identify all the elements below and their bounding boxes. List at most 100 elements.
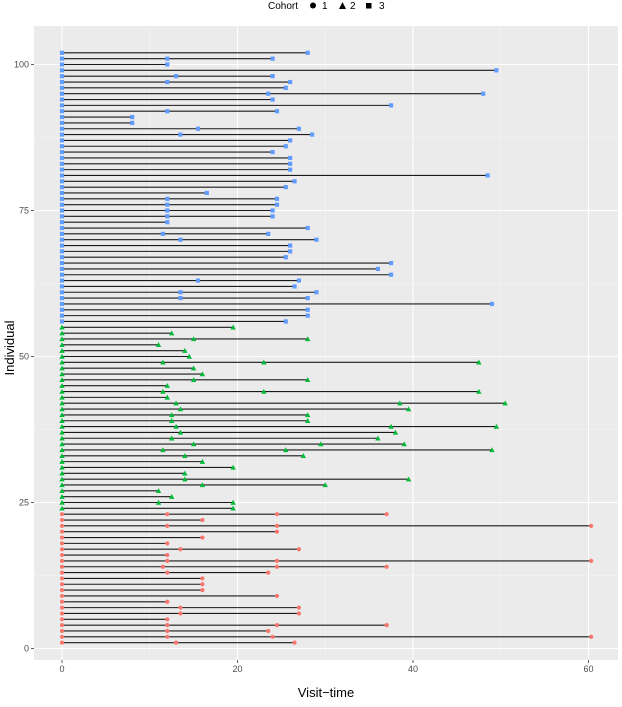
individual-60-visit-marker [305,296,310,301]
individual-23-visit-marker [384,512,389,517]
individual-67-visit-marker [59,255,65,260]
grid-minor [34,26,618,660]
individual-73-visit-marker [59,220,65,225]
individual-19-visit-marker [59,535,65,540]
individual-8-visit-marker [165,599,170,604]
individual-8-visit-marker [59,599,65,604]
individual-21-visit-marker [165,523,170,528]
individual-64-visit-marker [388,272,394,277]
individual-83-visit-marker [59,161,65,166]
individual-54-visit-marker [59,330,65,336]
individual-100-visit-marker [59,62,65,67]
individual-70-visit-marker [59,237,65,242]
legend-label-1: 1 [322,1,328,12]
individual-17-visit-marker [296,547,302,552]
visit-markers [59,50,594,645]
individual-32-visit-marker [199,458,206,464]
individual-36-visit-marker [375,435,381,441]
individual-41-visit-marker [177,406,184,412]
x-axis-title: Visit−time [298,685,354,700]
individual-51-visit-marker [182,347,188,353]
individual-39-visit-marker [168,418,175,423]
individual-44-visit-marker [261,388,267,394]
individual-77-visit-marker [59,196,65,201]
individual-70-visit-marker [314,237,319,242]
individual-53-visit-marker [305,336,311,342]
individual-25-visit-marker [230,499,236,505]
individual-50-visit-marker [59,353,65,359]
individual-89-visit-marker [59,126,65,131]
individual-45-visit-marker [164,383,170,388]
individual-88-visit-marker [178,132,183,137]
individual-76-visit-marker [165,202,170,207]
individual-88-visit-marker [309,132,315,137]
individual-101-visit-marker [270,56,275,61]
individual-100-visit-marker [165,62,170,67]
individual-91-visit-marker [130,114,135,120]
individual-12-visit-marker [59,576,65,581]
individual-4-visit-marker [59,623,65,628]
individual-5-visit-marker [165,617,170,622]
individual-31-visit-marker [59,464,65,470]
individual-2-visit-marker [165,634,170,639]
x-tick-label: 0 [59,664,64,674]
individual-58-visit-marker [305,307,310,312]
individual-95-visit-marker [481,91,486,96]
individual-15-visit-marker [165,558,170,564]
individual-20-visit-marker [59,529,65,534]
individual-97-visit-marker [288,79,293,85]
individual-98-visit-marker [173,74,179,79]
individual-4-visit-marker [384,623,389,628]
individual-32-visit-marker [59,458,65,464]
individual-21-visit-marker [589,523,594,528]
individual-74-visit-marker [165,214,170,219]
individual-88-visit-marker [59,132,65,137]
individual-99-visit-marker [494,68,499,73]
individual-102-visit-marker [305,50,310,55]
individual-49-visit-marker [261,359,267,365]
individual-42-visit-marker [502,400,508,406]
individual-23-visit-marker [274,512,280,517]
individual-65-visit-marker [375,266,380,271]
individual-44-visit-marker [476,388,482,394]
individual-37-visit-marker [59,429,65,435]
individual-75-visit-marker [59,208,65,213]
visit-segments [62,52,592,644]
individual-11-visit-marker [59,582,65,587]
individual-79-visit-marker [59,185,65,190]
individual-42-visit-marker [173,400,179,406]
individual-15-visit-marker [274,558,280,564]
individual-26-visit-marker [59,493,65,499]
individual-65-visit-marker [59,266,65,271]
individual-15-visit-marker [589,558,594,564]
individual-57-visit-marker [59,313,65,318]
individual-53-visit-marker [190,336,197,342]
individual-71-visit-marker [59,231,65,236]
individual-94-visit-marker [270,97,275,102]
individual-55-visit-marker [59,324,65,330]
individual-79-visit-marker [283,185,288,190]
individual-36-visit-marker [168,435,175,441]
x-tick-label: 40 [408,664,418,674]
individual-72-visit-marker [305,225,310,231]
individual-38-visit-marker [388,423,394,429]
individual-54-visit-marker [168,330,175,336]
y-tick-label: 100 [14,60,29,70]
individual-82-visit-marker [288,167,293,172]
y-tick-label: 75 [19,206,29,216]
individual-62-visit-marker [59,284,65,289]
individual-34-visit-marker [489,447,495,453]
individual-38-visit-marker [173,423,179,429]
individual-101-visit-marker [165,56,170,61]
individual-17-visit-marker [178,547,183,552]
individual-42-visit-marker [397,400,403,406]
individual-68-visit-marker [288,249,293,254]
individual-81-visit-marker [485,173,490,178]
individual-60-visit-marker [59,296,65,301]
individual-35-visit-marker [318,441,324,447]
individual-73-visit-marker [165,220,170,225]
individual-86-visit-marker [283,144,288,149]
individual-1-visit-marker [173,640,179,645]
individual-24-visit-marker [230,505,236,511]
